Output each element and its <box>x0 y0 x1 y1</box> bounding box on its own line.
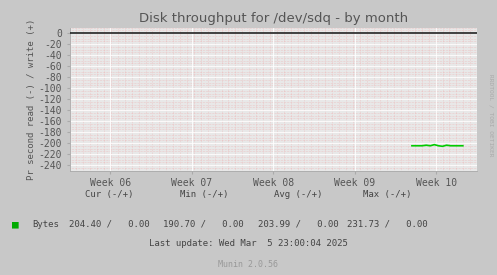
Title: Disk throughput for /dev/sdq - by month: Disk throughput for /dev/sdq - by month <box>139 12 408 25</box>
Text: ■: ■ <box>12 219 19 229</box>
Text: 204.40 /   0.00: 204.40 / 0.00 <box>69 220 150 229</box>
Text: 190.70 /   0.00: 190.70 / 0.00 <box>164 220 244 229</box>
Text: Last update: Wed Mar  5 23:00:04 2025: Last update: Wed Mar 5 23:00:04 2025 <box>149 239 348 248</box>
Text: Max (-/+): Max (-/+) <box>363 190 412 199</box>
Text: Bytes: Bytes <box>32 220 59 229</box>
Text: RRDTOOL / TOBI OETIKER: RRDTOOL / TOBI OETIKER <box>488 74 493 157</box>
Text: Cur (-/+): Cur (-/+) <box>85 190 134 199</box>
Text: Avg (-/+): Avg (-/+) <box>274 190 323 199</box>
Text: Munin 2.0.56: Munin 2.0.56 <box>219 260 278 269</box>
Text: 203.99 /   0.00: 203.99 / 0.00 <box>258 220 338 229</box>
Text: 231.73 /   0.00: 231.73 / 0.00 <box>347 220 428 229</box>
Text: Min (-/+): Min (-/+) <box>179 190 228 199</box>
Y-axis label: Pr second read (-) / write (+): Pr second read (-) / write (+) <box>27 18 36 180</box>
